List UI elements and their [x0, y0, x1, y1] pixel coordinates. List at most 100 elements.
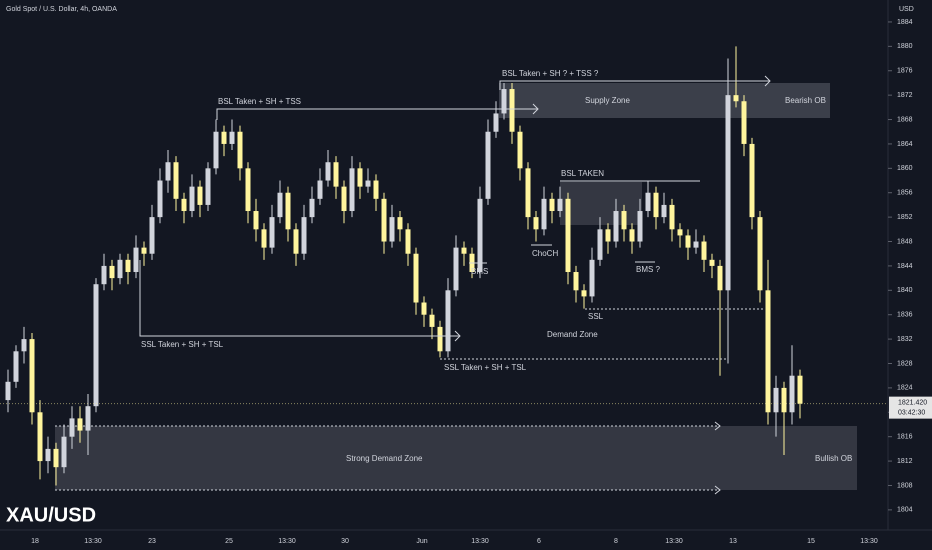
candle-body — [453, 247, 459, 291]
x-tick-label: 8 — [614, 538, 618, 545]
arrow — [532, 103, 539, 115]
last-price-label: 1821.420 — [898, 399, 927, 406]
y-tick-label: 1848 — [897, 238, 913, 245]
arrow — [764, 75, 771, 87]
candle-body — [589, 259, 595, 297]
candle-body — [669, 204, 675, 230]
annotation: Strong Demand Zone — [346, 454, 423, 463]
candle-body — [157, 180, 163, 218]
currency-label: USD — [899, 6, 914, 13]
candle-body — [709, 259, 715, 266]
y-tick-label: 1840 — [897, 287, 913, 294]
candles — [5, 46, 803, 486]
candle-body — [117, 259, 123, 279]
candle-body — [93, 284, 99, 407]
y-tick-label: 1832 — [897, 336, 913, 343]
candle-body — [237, 131, 243, 169]
candle-body — [85, 406, 91, 431]
candle-body — [581, 290, 587, 297]
candle-body — [405, 229, 411, 254]
candle-body — [629, 229, 635, 242]
candle-body — [29, 339, 35, 413]
y-tick-label: 1824 — [897, 385, 913, 392]
candle-body — [493, 113, 499, 132]
candle-body — [109, 265, 115, 279]
candle-body — [557, 198, 563, 212]
candle-body — [269, 217, 275, 248]
candle-body — [437, 326, 443, 352]
y-tick-label: 1852 — [897, 214, 913, 221]
candle-body — [541, 198, 547, 230]
candle-body — [613, 211, 619, 242]
candle-body — [597, 229, 603, 260]
x-tick-label: 30 — [341, 538, 349, 545]
candle-body — [149, 217, 155, 254]
candle-body — [5, 381, 11, 401]
y-tick-label: 1816 — [897, 434, 913, 441]
candle-body — [37, 412, 43, 462]
candle-body — [701, 241, 707, 260]
annotations — [139, 75, 771, 495]
candle-body — [661, 204, 667, 218]
candle-body — [229, 131, 235, 144]
candle-body — [253, 211, 259, 230]
bsl-box — [560, 182, 642, 225]
x-tick-label: 13:30 — [471, 538, 489, 545]
candle-body — [301, 217, 307, 254]
y-tick-label: 1812 — [897, 458, 913, 465]
y-tick-label: 1868 — [897, 116, 913, 123]
y-tick-label: 1804 — [897, 507, 913, 514]
annotation: Bullish OB — [815, 454, 852, 463]
y-tick-label: 1844 — [897, 263, 913, 270]
candle-body — [677, 229, 683, 236]
candle-body — [173, 162, 179, 199]
y-tick-label: 1876 — [897, 68, 913, 75]
candle-body — [381, 198, 387, 242]
candle-body — [349, 168, 355, 212]
candle-body — [221, 131, 227, 144]
x-tick-label: 6 — [537, 538, 541, 545]
candle-body — [565, 198, 571, 273]
candle-body — [341, 186, 347, 212]
candle-body — [645, 192, 651, 212]
candle-body — [685, 235, 691, 248]
chart-title: Gold Spot / U.S. Dollar, 4h, OANDA — [6, 6, 117, 13]
y-tick-label: 1808 — [897, 482, 913, 489]
candle-body — [621, 211, 627, 230]
candle-body — [333, 162, 339, 187]
candle-body — [125, 259, 131, 273]
line — [216, 108, 538, 120]
annotation: BSL Taken + SH + TSS — [218, 97, 301, 106]
candle-body — [325, 162, 331, 181]
x-tick-label: 13:30 — [860, 538, 878, 545]
demand-zone — [55, 426, 857, 490]
y-tick-label: 1884 — [897, 19, 913, 26]
y-tick-label: 1836 — [897, 312, 913, 319]
line — [499, 80, 770, 90]
candle-body — [373, 180, 379, 199]
candle-body — [165, 162, 171, 181]
candle-body — [421, 302, 427, 315]
candle-body — [45, 448, 51, 462]
candle-body — [389, 217, 395, 242]
candle-body — [69, 418, 75, 437]
annotation: Supply Zone — [585, 96, 630, 105]
candle-body — [277, 192, 283, 218]
y-tick-label: 1872 — [897, 92, 913, 99]
candle-body — [773, 387, 779, 413]
annotation: Bearish OB — [785, 96, 826, 105]
supply-zone — [499, 83, 830, 118]
candle-body — [397, 217, 403, 230]
candle-body — [485, 131, 491, 199]
candle-body — [549, 198, 555, 212]
annotation: SSL — [588, 312, 604, 321]
candle-body — [285, 192, 291, 230]
candle-body — [781, 387, 787, 413]
price-tag — [889, 396, 932, 419]
candle-body — [765, 290, 771, 413]
candle-body — [21, 339, 27, 352]
candle-body — [181, 198, 187, 212]
candle-body — [501, 89, 507, 114]
candle-body — [317, 180, 323, 199]
